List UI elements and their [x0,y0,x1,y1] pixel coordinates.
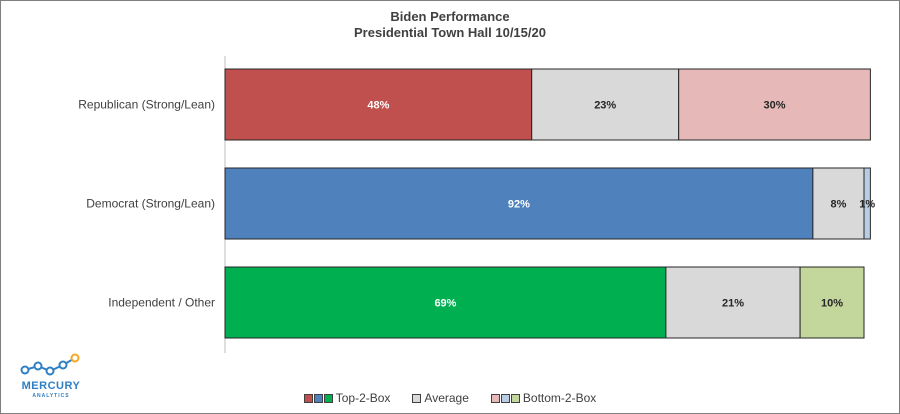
legend-label: Bottom-2-Box [522,391,597,405]
logo-tagline: ANALYTICS [32,393,70,399]
bar-segment [224,68,533,141]
legend-swatch [313,393,323,403]
data-label: 21% [722,298,744,310]
chart-title: Biden Performance [390,9,510,24]
logo-wordmark: MERCURY [21,380,81,392]
chart-subtitle: Presidential Town Hall 10/15/20 [354,25,546,40]
bar-segment [863,167,871,240]
mercury-logo: MERCURY ANALYTICS [19,353,87,403]
data-label: 23% [594,100,616,112]
legend-item: Top-2-Box [303,391,391,405]
logo-graph-icon [20,353,80,376]
legend-item: Average [412,391,469,405]
bar-segment [799,266,865,339]
bar-segment [531,68,680,141]
legend-swatch [412,393,422,403]
legend-swatch [303,393,313,403]
legend-swatch [323,393,333,403]
data-label: 30% [764,100,786,112]
category-label: Democrat (Strong/Lean) [86,197,215,211]
bar-segment [678,68,871,141]
bar-segment [812,167,865,240]
legend: Top-2-Box Average Bottom-2-Box [1,391,899,405]
bar-segment [224,167,814,240]
data-label: 48% [367,100,389,112]
legend-swatch [500,393,510,403]
legend-swatch [510,393,520,403]
data-label: 1% [859,199,875,211]
legend-swatch [490,393,500,403]
data-label: 69% [434,298,456,310]
legend-label: Average [424,391,469,405]
data-label: 92% [508,199,530,211]
bar-segment [224,266,667,339]
category-label: Independent / Other [108,296,215,310]
category-label: Republican (Strong/Lean) [78,98,215,112]
data-label: 10% [821,298,843,310]
legend-label: Top-2-Box [335,391,391,405]
bar-segment [665,266,801,339]
data-label: 8% [830,199,846,211]
legend-item: Bottom-2-Box [490,391,597,405]
chart-title-block: Biden Performance Presidential Town Hall… [1,9,899,41]
